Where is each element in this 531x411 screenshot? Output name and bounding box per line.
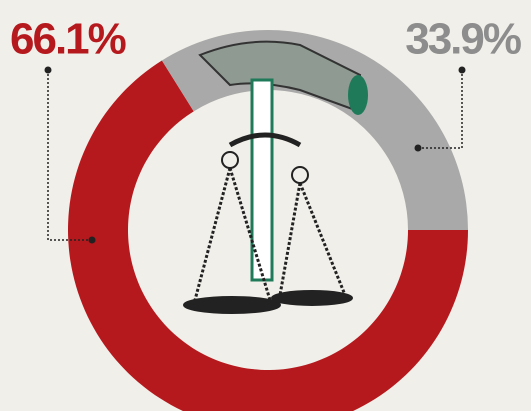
leader-dot [458, 66, 466, 74]
leader-line [47, 70, 92, 241]
leader-lines [47, 70, 463, 241]
value-label: 33.9% [405, 15, 521, 64]
value-label: 66.1% [10, 15, 126, 64]
leader-dots [44, 66, 466, 244]
leader-dot [414, 144, 422, 152]
leader-dot [88, 236, 96, 244]
leader-line [418, 70, 463, 149]
scales-illustration [183, 40, 368, 314]
leader-dot [44, 66, 52, 74]
